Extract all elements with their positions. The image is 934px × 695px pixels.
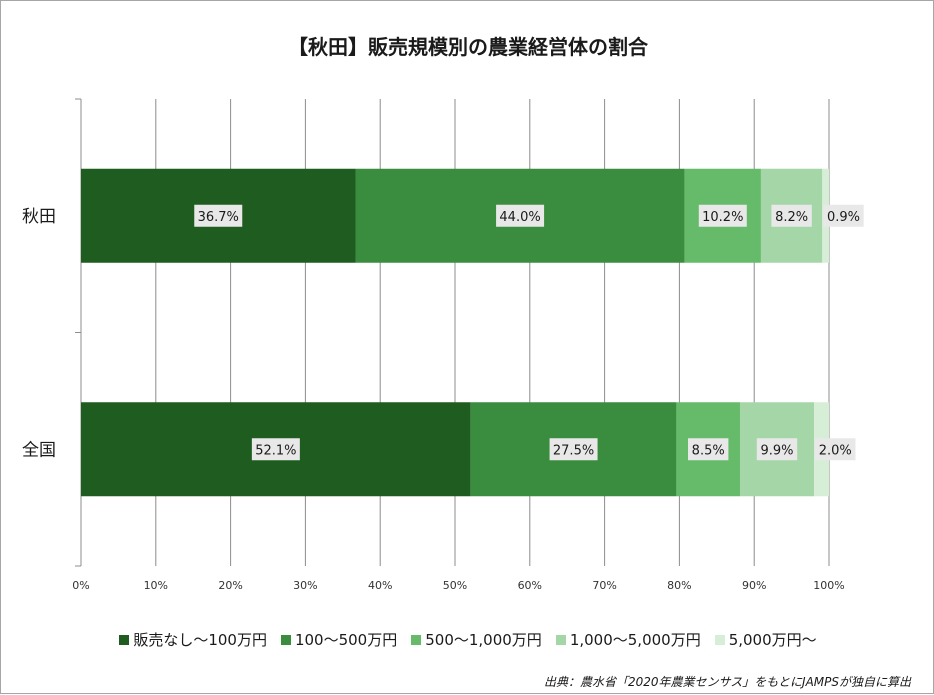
- data-label: 36.7%: [198, 210, 239, 225]
- data-label-box: [251, 438, 300, 461]
- data-label: 8.5%: [692, 443, 725, 458]
- data-label-box: [823, 204, 864, 227]
- data-label: 52.1%: [255, 443, 296, 458]
- source-note: 出典：農水省「2020年農業センサス」をもとにJAMPSが独自に算出: [543, 675, 911, 689]
- data-label-box: [698, 204, 747, 227]
- data-label: 8.2%: [775, 210, 808, 225]
- legend-label: 5,000万円〜: [728, 631, 817, 649]
- legend-label: 1,000〜5,000万円: [569, 631, 701, 649]
- data-label-box: [815, 438, 856, 461]
- x-tick-label: 10%: [144, 579, 168, 592]
- chart-title: 【秋田】販売規模別の農業経営体の割合: [288, 35, 648, 59]
- data-label: 9.9%: [760, 443, 793, 458]
- x-tick-label: 0%: [72, 579, 89, 592]
- x-tick-label: 20%: [218, 579, 242, 592]
- legend: 販売なし〜100万円 100〜500万円 500〜1,000万円 1,000〜5,00…: [1, 629, 934, 650]
- legend-swatch: [119, 634, 130, 645]
- legend-swatch: [555, 634, 566, 645]
- data-label: 27.5%: [553, 443, 594, 458]
- legend-item: 100〜500万円: [280, 629, 398, 650]
- data-label-box: [549, 438, 598, 461]
- x-tick-label: 60%: [518, 579, 542, 592]
- legend-item: 5,000万円〜: [714, 629, 817, 650]
- legend-swatch: [280, 634, 291, 645]
- data-label: 10.2%: [702, 210, 743, 225]
- x-tick-label: 100%: [813, 579, 844, 592]
- x-tick-label: 30%: [293, 579, 317, 592]
- category-label: 全国: [22, 440, 56, 460]
- x-tick-label: 50%: [443, 579, 467, 592]
- data-label: 2.0%: [819, 443, 852, 458]
- data-label-box: [496, 204, 545, 227]
- x-tick-label: 80%: [667, 579, 691, 592]
- legend-item: 販売なし〜100万円: [119, 629, 267, 650]
- legend-label: 100〜500万円: [294, 631, 398, 649]
- x-tick-label: 90%: [742, 579, 766, 592]
- legend-item: 500〜1,000万円: [411, 629, 542, 650]
- legend-label: 500〜1,000万円: [425, 631, 542, 649]
- legend-label: 販売なし〜100万円: [133, 631, 267, 649]
- data-label: 44.0%: [499, 210, 540, 225]
- data-label-box: [194, 204, 243, 227]
- data-label-box: [687, 438, 729, 461]
- legend-swatch: [714, 634, 725, 645]
- data-label-box: [756, 438, 798, 461]
- x-tick-label: 70%: [592, 579, 616, 592]
- category-label: 秋田: [22, 207, 56, 227]
- x-tick-label: 40%: [368, 579, 392, 592]
- legend-item: 1,000〜5,000万円: [555, 629, 701, 650]
- data-label-box: [771, 204, 812, 227]
- data-label: 0.9%: [827, 210, 860, 225]
- legend-swatch: [411, 634, 422, 645]
